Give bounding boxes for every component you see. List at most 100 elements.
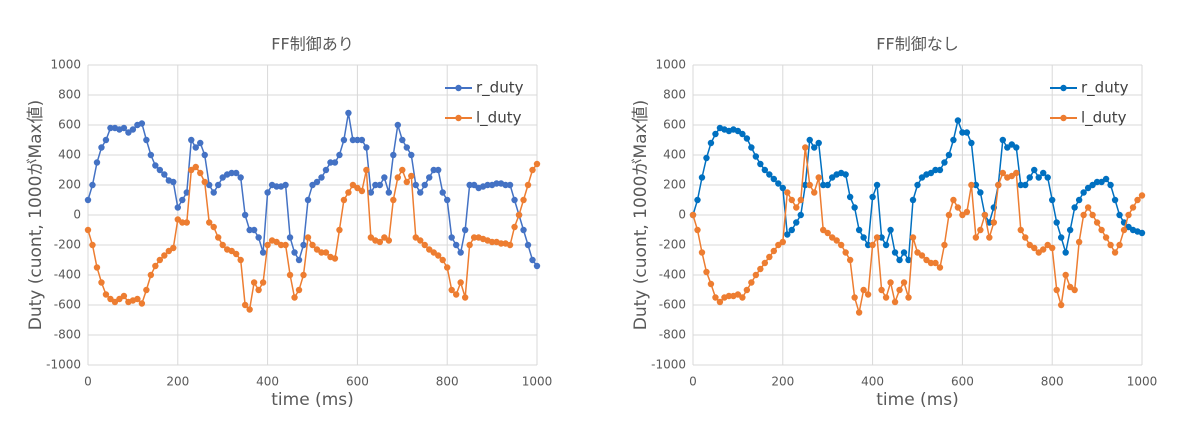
point — [698, 174, 706, 181]
point — [918, 252, 926, 259]
point — [757, 160, 764, 168]
point — [201, 178, 208, 186]
chart: FF制御なし -1000 -800 -600 -400 -200 0 200 400 600 800… — [631, 35, 1157, 411]
point — [1066, 226, 1074, 234]
y-tick-label: -600 — [659, 298, 686, 312]
point — [183, 219, 190, 226]
point — [1013, 169, 1020, 177]
point — [820, 226, 827, 234]
point — [900, 279, 908, 286]
point — [927, 259, 935, 267]
point — [851, 294, 858, 301]
y-tick-label: 1000 — [50, 58, 81, 72]
y-tick-label: -200 — [659, 238, 686, 252]
point — [426, 246, 433, 253]
point — [793, 204, 800, 211]
point — [846, 256, 854, 264]
chart-title: FF制御なし — [876, 35, 958, 54]
point — [358, 136, 366, 144]
point — [102, 291, 110, 298]
point — [1040, 169, 1047, 177]
point — [887, 226, 894, 234]
point — [1080, 211, 1087, 219]
point — [439, 256, 446, 264]
point — [188, 166, 195, 174]
point — [784, 189, 791, 196]
point — [1080, 189, 1087, 196]
point — [210, 189, 217, 196]
point — [703, 268, 710, 276]
point — [999, 169, 1007, 177]
point — [417, 189, 424, 196]
point — [891, 249, 899, 256]
point — [954, 204, 962, 211]
point — [291, 249, 298, 256]
point — [197, 169, 204, 177]
point — [1075, 238, 1083, 246]
point — [412, 234, 419, 241]
point — [241, 301, 249, 309]
point — [349, 181, 357, 189]
point — [802, 181, 809, 189]
point — [192, 163, 199, 171]
point — [995, 181, 1002, 189]
point — [1035, 249, 1042, 256]
point — [237, 256, 244, 264]
point — [448, 286, 455, 294]
point — [712, 294, 719, 301]
point — [1022, 234, 1029, 241]
point — [102, 136, 110, 144]
point — [529, 166, 536, 174]
series-line — [692, 117, 1143, 263]
point — [250, 279, 258, 286]
point — [399, 136, 406, 144]
point — [941, 241, 948, 249]
point — [793, 219, 800, 226]
x-axis-label: time (ms) — [876, 390, 959, 410]
point — [882, 294, 890, 301]
y-tick-label: 600 — [663, 118, 686, 132]
x-tick-label: 0 — [84, 375, 92, 389]
point — [1075, 196, 1083, 204]
point — [93, 159, 101, 166]
point — [743, 135, 751, 142]
point — [170, 178, 177, 186]
point — [394, 121, 402, 129]
point — [506, 181, 514, 189]
point — [367, 189, 375, 196]
point — [936, 166, 944, 174]
x-tick-label: 800 — [436, 375, 459, 389]
point — [855, 309, 863, 316]
point — [444, 196, 451, 204]
point — [345, 109, 352, 117]
y-tick-label: -600 — [54, 298, 81, 312]
point — [448, 234, 455, 241]
point — [147, 271, 155, 279]
point — [1044, 241, 1051, 249]
point — [694, 226, 701, 234]
point — [882, 241, 890, 249]
point — [977, 226, 984, 234]
point — [1089, 211, 1096, 219]
point — [524, 241, 532, 249]
point — [945, 211, 953, 219]
point — [435, 252, 442, 259]
x-tick-label: 1000 — [522, 375, 553, 389]
point — [255, 234, 262, 241]
point — [98, 279, 105, 286]
point — [963, 129, 971, 136]
point — [1031, 244, 1038, 252]
point — [1125, 223, 1132, 231]
point — [107, 124, 114, 132]
point — [1017, 226, 1024, 234]
point — [174, 216, 181, 223]
point — [156, 256, 164, 264]
point — [1071, 204, 1078, 211]
point — [183, 189, 190, 196]
point — [1062, 249, 1069, 256]
point — [237, 174, 244, 181]
point — [712, 130, 719, 138]
point — [914, 181, 921, 189]
point — [385, 237, 393, 244]
legend-label: l_duty — [476, 109, 522, 128]
